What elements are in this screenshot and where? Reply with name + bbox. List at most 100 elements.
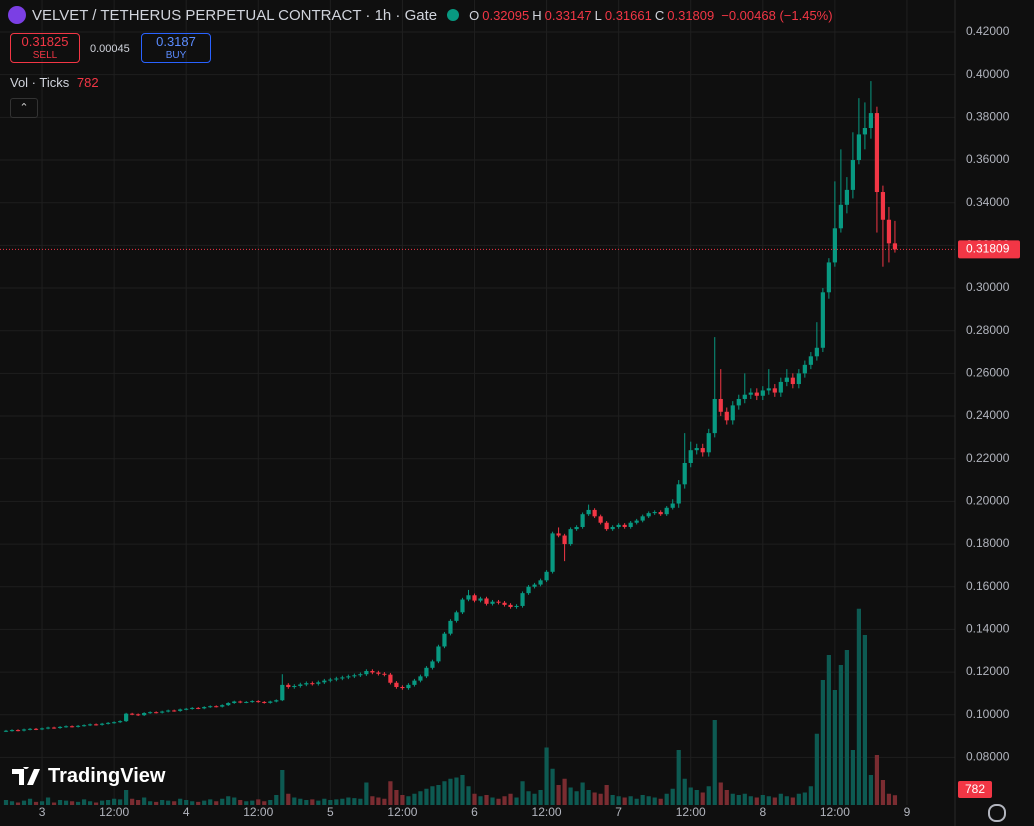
candle-body [21, 729, 27, 731]
chart-title: VELVET / TETHERUS PERPETUAL CONTRACT · 1… [32, 6, 438, 24]
volume-bar [826, 655, 831, 805]
candle-body [646, 513, 651, 517]
y-tick-label: 0.36000 [966, 152, 1010, 166]
sell-button[interactable]: 0.31825 SELL [10, 33, 80, 63]
candle-body [160, 711, 165, 713]
volume-bar [106, 800, 111, 805]
candle-body [790, 377, 795, 385]
volume-bar [184, 800, 189, 805]
candle-body [544, 571, 549, 581]
volume-bar [466, 786, 471, 805]
candle-body [352, 675, 357, 677]
candle-body [250, 701, 255, 703]
candle-body [292, 685, 297, 688]
volume-bar [760, 795, 765, 805]
volume-bar [802, 792, 807, 805]
candle-body [556, 533, 561, 536]
volume-bar [400, 795, 405, 805]
volume-bar [406, 796, 411, 805]
candle-body [142, 713, 147, 716]
volume-bar [844, 650, 849, 805]
volume-bar [442, 781, 447, 805]
volume-bar [814, 733, 819, 805]
candle-body [322, 680, 327, 683]
x-tick-label: 12:00 [532, 805, 562, 819]
volume-bar [532, 793, 537, 805]
candle-body [676, 484, 681, 504]
volume-bar [832, 690, 837, 805]
candle-body [112, 722, 117, 724]
status-dot [447, 9, 460, 21]
candle-body [262, 701, 267, 703]
volume-legend: Vol · Ticks 782 [10, 75, 99, 90]
volume-bar [382, 798, 387, 805]
volume-bar [562, 778, 567, 805]
candle-body [748, 392, 753, 395]
candle-body [178, 709, 183, 711]
volume-bar [664, 793, 669, 805]
candle-body [424, 667, 429, 677]
candle-body [496, 601, 501, 603]
candle-body [520, 593, 525, 606]
ohlc-value: 0.31809 [667, 7, 715, 23]
volume-bar [820, 680, 825, 805]
candle-body [658, 512, 663, 515]
candle-body [93, 724, 99, 726]
volume-bar [352, 798, 357, 805]
logo: TradingView [12, 765, 165, 788]
candle-body [502, 602, 507, 605]
y-tick-label: 0.34000 [966, 195, 1010, 209]
volume-bar [508, 793, 513, 805]
candle-body [736, 398, 741, 406]
candle-body [316, 682, 321, 684]
y-tick-label: 0.38000 [966, 110, 1010, 124]
candle-body [682, 462, 687, 485]
buy-button[interactable]: 0.3187 BUY [141, 33, 211, 63]
ohlc-letter: H [532, 7, 542, 23]
candle-body [694, 448, 699, 451]
volume-bar [388, 781, 393, 805]
candle-body [460, 599, 465, 613]
candle-body [256, 701, 261, 703]
candle-body [868, 113, 874, 129]
y-tick-label: 0.28000 [966, 323, 1010, 337]
x-tick-label: 3 [39, 805, 46, 819]
volume-bar [21, 800, 27, 805]
volume-bar [250, 800, 255, 805]
candle-body [3, 730, 9, 732]
candle-body [652, 512, 657, 514]
candle-body [814, 347, 819, 357]
volume-bar [172, 801, 177, 805]
candle-body [514, 605, 519, 608]
candle-body [670, 503, 675, 508]
candle-body [766, 388, 771, 391]
volume-bar [628, 796, 633, 805]
y-tick-label: 0.08000 [966, 750, 1010, 764]
volume-bar [742, 793, 747, 805]
candle-body [712, 398, 717, 434]
y-tick-label: 0.16000 [966, 579, 1010, 593]
volume-bar [604, 785, 609, 805]
volume-bar [538, 790, 543, 805]
volume-bar [484, 795, 489, 805]
candle-body [532, 584, 537, 587]
candle-body [268, 701, 273, 703]
collapse-button[interactable]: ⌃ [10, 98, 38, 118]
candle-body [27, 728, 33, 730]
x-tick-label: 5 [327, 805, 334, 819]
settings-icon[interactable] [988, 804, 1006, 822]
candle-body [154, 712, 159, 714]
candle-body [772, 388, 777, 393]
candle-body [334, 678, 339, 680]
candle-body [802, 364, 807, 374]
volume-bar [550, 768, 555, 805]
ohlc-value: 0.33147 [544, 7, 592, 23]
last-volume-label: 782 [965, 782, 985, 796]
volume-bar [874, 755, 880, 805]
candle-body [508, 604, 513, 608]
volume-bar [736, 795, 741, 805]
volume-bar [658, 798, 663, 805]
volume-bar [268, 800, 273, 805]
volume-bar [196, 801, 201, 805]
